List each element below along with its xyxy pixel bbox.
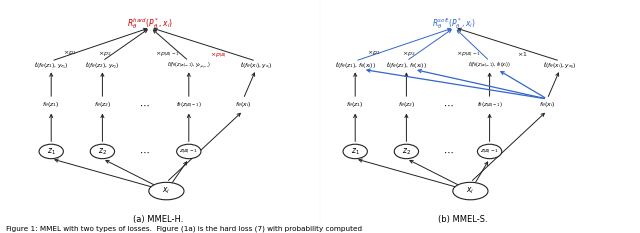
- Text: $z_1$: $z_1$: [47, 146, 56, 157]
- Text: $z_{|\mathcal{B}|-1}$: $z_{|\mathcal{B}|-1}$: [179, 148, 198, 155]
- Text: $\cdots$: $\cdots$: [139, 100, 149, 110]
- Text: $z_2$: $z_2$: [98, 146, 107, 157]
- Text: $f_\theta(z_{|\mathcal{B}|-1})$: $f_\theta(z_{|\mathcal{B}|-1})$: [176, 101, 202, 109]
- Text: $\ell(f_\theta(x_i),y_{x_i})$: $\ell(f_\theta(x_i),y_{x_i})$: [239, 60, 273, 71]
- Text: $f_\theta(z_1)$: $f_\theta(z_1)$: [42, 100, 60, 109]
- Text: $x_i$: $x_i$: [467, 186, 474, 196]
- Text: $\ell(f_\theta(z_2),f_\theta(x_i))$: $\ell(f_\theta(z_2),f_\theta(x_i))$: [386, 60, 427, 70]
- Text: $\times p_1$: $\times p_1$: [367, 48, 381, 57]
- Text: $\cdots$: $\cdots$: [139, 147, 149, 156]
- Text: (b) MMEL-S.: (b) MMEL-S.: [438, 215, 487, 224]
- Text: $\cdots$: $\cdots$: [443, 100, 453, 110]
- Text: $f_\theta(z_{|\mathcal{B}|-1})$: $f_\theta(z_{|\mathcal{B}|-1})$: [477, 101, 502, 109]
- Text: Figure 1: MMEL with two types of losses.  Figure (1a) is the hard loss (7) with : Figure 1: MMEL with two types of losses.…: [6, 225, 362, 232]
- Text: $\times p_{|\mathcal{B}|-1}$: $\times p_{|\mathcal{B}|-1}$: [155, 50, 180, 58]
- Text: $f_\theta(z_2)$: $f_\theta(z_2)$: [93, 100, 111, 109]
- Text: $z_{|\mathcal{B}|-1}$: $z_{|\mathcal{B}|-1}$: [480, 148, 499, 155]
- Text: $f_\theta(x_i)$: $f_\theta(x_i)$: [539, 100, 556, 109]
- Ellipse shape: [453, 182, 488, 200]
- Text: $\times p_2$: $\times p_2$: [403, 48, 416, 58]
- Ellipse shape: [477, 144, 502, 159]
- Ellipse shape: [343, 144, 367, 159]
- Text: $\times p_1$: $\times p_1$: [63, 48, 77, 57]
- Text: $z_2$: $z_2$: [402, 146, 411, 157]
- Ellipse shape: [177, 144, 201, 159]
- Text: $\times p_2$: $\times p_2$: [99, 48, 112, 58]
- Ellipse shape: [149, 182, 184, 200]
- Text: $\ell(f_\theta(z_{|\mathcal{B}|-1}),f_\theta(x_i))$: $\ell(f_\theta(z_{|\mathcal{B}|-1}),f_\t…: [468, 61, 511, 69]
- Text: $\ell(f_\theta(x_i),y_{x_0})$: $\ell(f_\theta(x_i),y_{x_0})$: [543, 60, 577, 71]
- Text: $\cdots$: $\cdots$: [443, 147, 453, 156]
- Text: $x_i$: $x_i$: [163, 186, 170, 196]
- Ellipse shape: [394, 144, 419, 159]
- Text: $\times p_{|\mathcal{B}|-1}$: $\times p_{|\mathcal{B}|-1}$: [456, 50, 481, 58]
- Text: $\ell(f_\theta(z_1),f_\theta(x_i))$: $\ell(f_\theta(z_1),f_\theta(x_i))$: [335, 60, 376, 70]
- Text: $f_\theta(z_1)$: $f_\theta(z_1)$: [346, 100, 364, 109]
- Text: $\ell(f_\theta(z_{|\mathcal{B}|-1}),y_{z_{|\mathcal{B}|-1}})$: $\ell(f_\theta(z_{|\mathcal{B}|-1}),y_{z…: [166, 60, 211, 71]
- Text: $\ell(f_\theta(z_2),y_{z_2})$: $\ell(f_\theta(z_2),y_{z_2})$: [85, 60, 120, 71]
- Text: $z_1$: $z_1$: [351, 146, 360, 157]
- Text: $R_\theta^{soft}(P_\theta^*, x_i)$: $R_\theta^{soft}(P_\theta^*, x_i)$: [433, 16, 476, 31]
- Ellipse shape: [90, 144, 115, 159]
- Text: $R_\theta^{hard}(P_\theta^*, x_i)$: $R_\theta^{hard}(P_\theta^*, x_i)$: [127, 16, 173, 31]
- Text: $\times 1$: $\times 1$: [516, 50, 527, 58]
- Text: $\ell(f_\theta(z_1),y_{z_1})$: $\ell(f_\theta(z_1),y_{z_1})$: [34, 60, 68, 71]
- Text: $f_\theta(x_i)$: $f_\theta(x_i)$: [235, 100, 252, 109]
- Text: $f_\theta(z_2)$: $f_\theta(z_2)$: [397, 100, 415, 109]
- Ellipse shape: [39, 144, 63, 159]
- Text: $\times p_{|\mathcal{B}|}$: $\times p_{|\mathcal{B}|}$: [209, 50, 227, 58]
- Text: (a) MMEL-H.: (a) MMEL-H.: [133, 215, 184, 224]
